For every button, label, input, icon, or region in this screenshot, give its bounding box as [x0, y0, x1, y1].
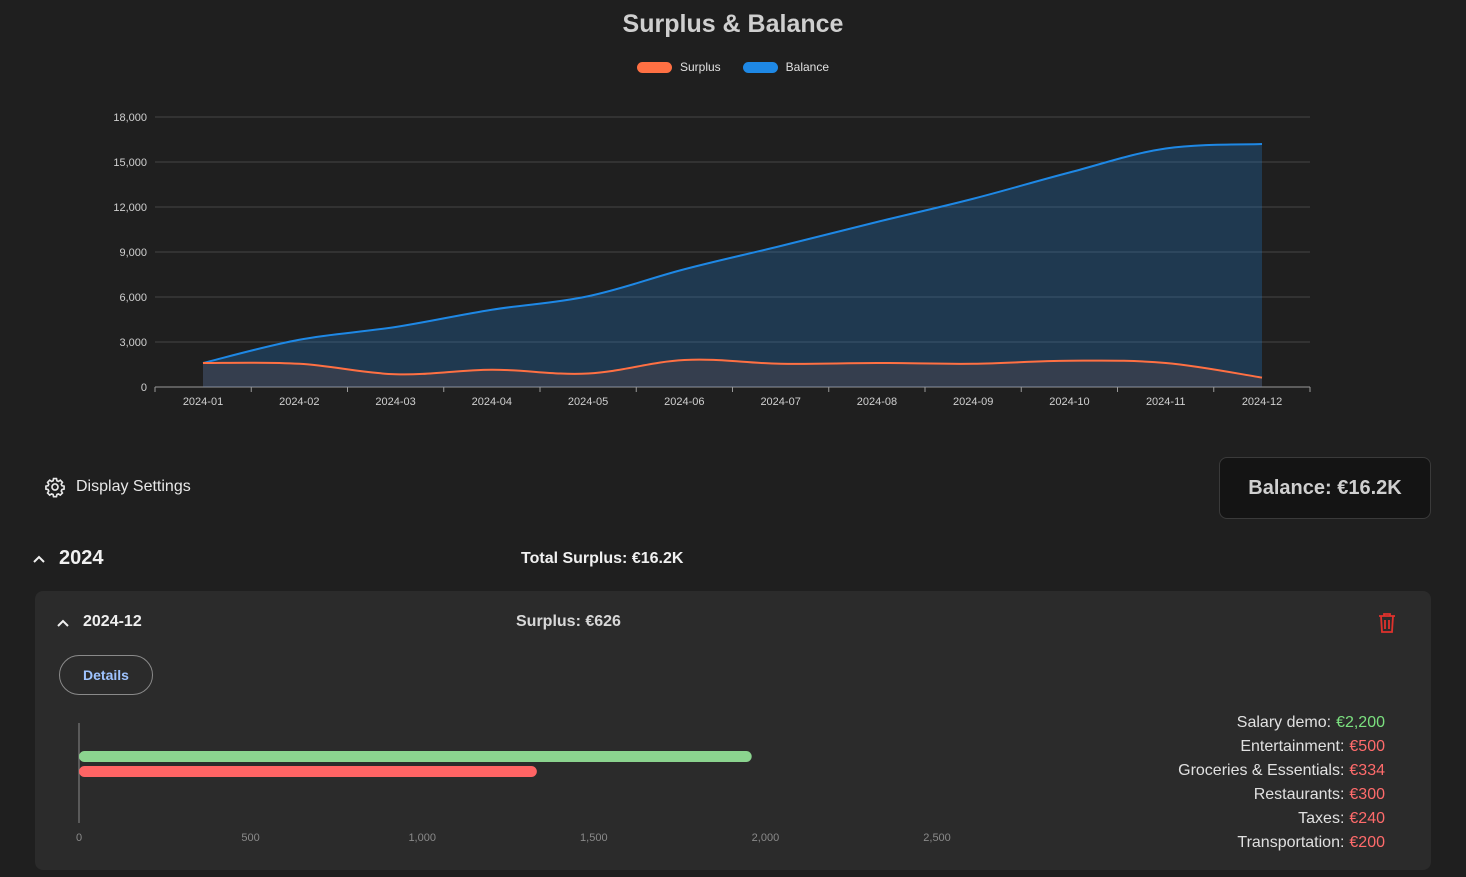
bar-0	[79, 751, 752, 762]
balance-card: Balance: €16.2K	[1219, 457, 1431, 519]
y-tick-label: 15,000	[113, 157, 147, 169]
chart-legend: Surplus Balance	[0, 60, 1466, 74]
category-item: Taxes: €240	[1298, 810, 1385, 827]
legend-item-surplus[interactable]: Surplus	[636, 60, 721, 74]
category-item: Restaurants: €300	[1253, 786, 1385, 803]
x-tick-label: 2024-05	[568, 396, 608, 408]
series-line-surplus	[202, 358, 1263, 379]
legend-label-surplus: Surplus	[679, 60, 721, 74]
x-tick-label: 2024-08	[857, 396, 897, 408]
chevron-up-icon[interactable]	[55, 615, 71, 631]
x-tick-label: 2,500	[923, 832, 951, 844]
category-item: Salary demo: €2,200	[1236, 714, 1385, 731]
display-settings-button[interactable]: Display Settings	[44, 476, 191, 498]
y-tick-label: 18,000	[113, 112, 147, 124]
x-tick-label: 1,500	[580, 832, 608, 844]
y-tick-label: 0	[141, 382, 147, 394]
legend-item-balance[interactable]: Balance	[742, 60, 830, 74]
month-card: 2024-12 Surplus: €626 Details 0 500 1,000 1…	[35, 591, 1431, 870]
x-tick-label: 2024-03	[375, 396, 415, 408]
month-label: 2024-12	[83, 613, 142, 630]
legend-label-balance: Balance	[785, 60, 830, 74]
display-settings-label: Display Settings	[76, 478, 191, 495]
surplus-balance-chart: Surplus & Balance Surplus Balance 0 3,000…	[0, 0, 1466, 430]
x-tick-label: 1,000	[408, 832, 436, 844]
details-button[interactable]: Details	[59, 655, 153, 695]
x-tick-label: 2024-11	[1146, 396, 1186, 408]
y-tick-label: 12,000	[113, 202, 147, 214]
x-tick-label: 2024-10	[1049, 396, 1089, 408]
month-surplus: Surplus: €626	[516, 613, 621, 630]
gear-icon	[45, 477, 65, 498]
x-tick-label: 2024-09	[953, 396, 993, 408]
year-label: 2024	[59, 547, 104, 569]
x-tick-label: 0	[76, 832, 82, 844]
year-header[interactable]: 2024 Total Surplus: €16.2K	[31, 545, 1431, 575]
bar-1	[79, 766, 537, 777]
y-tick-label: 6,000	[119, 292, 147, 304]
series-area-balance	[203, 144, 1262, 387]
x-tick-label: 2024-06	[664, 396, 704, 408]
category-item: Entertainment: €500	[1240, 738, 1385, 755]
category-list: Salary demo: €2,200 Entertainment: €500 Gr…	[1178, 711, 1385, 855]
x-tick-label: 2024-02	[279, 396, 319, 408]
x-tick-label: 500	[241, 832, 259, 844]
series-area-surplus	[203, 359, 1262, 387]
x-tick-label: 2024-01	[183, 396, 223, 408]
trash-icon[interactable]	[1377, 612, 1397, 634]
x-tick-label: 2024-12	[1242, 396, 1282, 408]
x-tick-label: 2024-04	[472, 396, 512, 408]
legend-swatch-balance	[742, 61, 778, 73]
series-line-balance	[202, 143, 1263, 364]
category-item: Transportation: €200	[1237, 834, 1385, 851]
balance-text: Balance: €16.2K	[1248, 476, 1402, 499]
year-total-surplus: Total Surplus: €16.2K	[521, 550, 684, 567]
main-chart-svg: 0 3,000 6,000 9,000 12,000 15,000 18,000 2024-0…	[113, 112, 1311, 408]
chart-title: Surplus & Balance	[622, 10, 844, 38]
legend-swatch-surplus	[636, 61, 672, 73]
x-tick-label: 2024-07	[760, 396, 800, 408]
chevron-up-icon[interactable]	[31, 551, 47, 567]
category-item: Groceries & Essentials: €334	[1178, 762, 1385, 779]
y-tick-label: 3,000	[119, 337, 147, 349]
x-tick-label: 2,000	[752, 832, 780, 844]
income-expense-bar-chart: 0 500 1,000 1,500 2,000 2,500	[76, 723, 951, 844]
y-tick-label: 9,000	[119, 247, 147, 259]
